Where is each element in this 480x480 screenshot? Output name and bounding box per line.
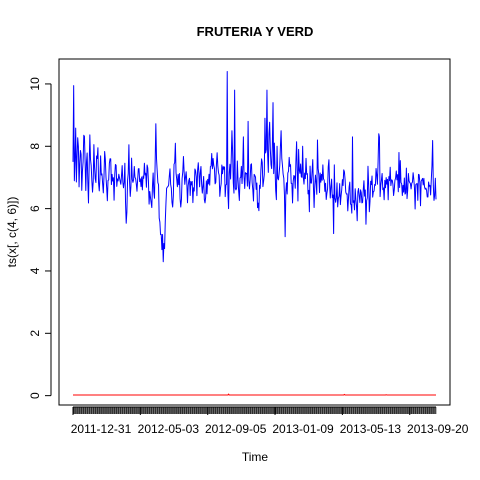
x-tick-label: 2013-01-09 xyxy=(272,422,334,436)
y-axis-label: ts(x[, c(4, 6)]) xyxy=(5,197,19,268)
series-line-2 xyxy=(73,393,436,396)
y-tick-label: 8 xyxy=(28,143,42,150)
x-tick-label: 2013-05-13 xyxy=(340,422,402,436)
y-axis: 0 2 4 6 8 10 xyxy=(28,77,52,399)
y-tick-label: 2 xyxy=(28,330,42,337)
plot-frame xyxy=(58,58,451,406)
x-tick-label: 2012-05-03 xyxy=(138,422,200,436)
y-tick-label: 6 xyxy=(28,205,42,212)
y-tick-label: 10 xyxy=(28,77,42,91)
y-tick-label: 4 xyxy=(28,267,42,274)
chart-title: FRUTERIA Y VERD xyxy=(197,24,314,39)
x-tick-label: 2011-12-31 xyxy=(71,422,132,436)
y-tick-label: 0 xyxy=(28,392,42,399)
series-layer xyxy=(72,70,437,396)
x-tick-label: 2012-09-05 xyxy=(205,422,267,436)
x-axis: 2011-12-31 2012-05-03 2012-09-05 2013-01-09… xyxy=(71,406,469,436)
x-axis-label: Time xyxy=(242,450,269,464)
x-tick-label: 2013-09-20 xyxy=(407,422,469,436)
series-line-1 xyxy=(72,70,437,263)
